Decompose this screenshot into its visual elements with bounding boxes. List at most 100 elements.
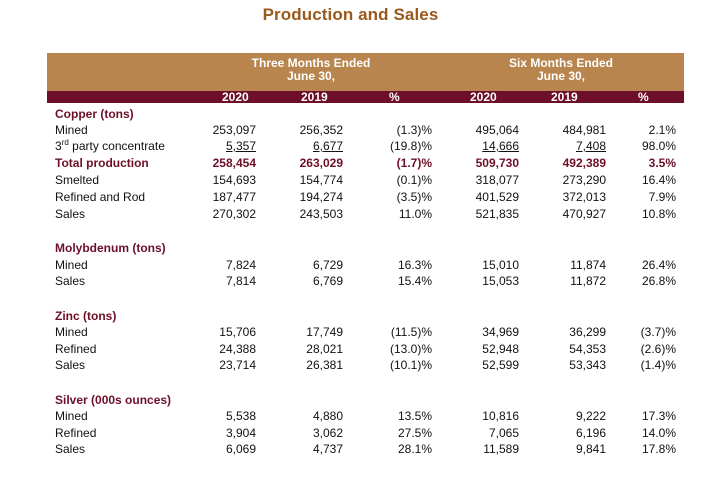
table-row: Refined 3,904 3,062 27.5% 7,065 6,196 14… [0, 425, 701, 441]
table-row: Sales 7,814 6,769 15.4% 15,053 11,872 26… [0, 273, 701, 289]
cell-3m-pct: (3.5)% [396, 190, 432, 204]
row-label: Mined [55, 409, 88, 423]
cell-6m-2019: 11,874 [570, 258, 606, 272]
cell-3m-pct: (1.3)% [396, 123, 432, 137]
cell-6m-2019: 54,353 [569, 342, 606, 356]
cell-3m-pct: 15.4% [397, 274, 432, 288]
cell-3m-2019: 6,677 [312, 139, 343, 153]
table-row-total: Total production 258,454 263,029 (1.7)% … [0, 155, 701, 171]
cell-3m-pct: (10.1)% [389, 358, 432, 372]
cell-3m-2019: 4,737 [312, 442, 343, 456]
cell-6m-2019: 53,343 [569, 358, 606, 372]
cell-3m-pct: (0.1)% [396, 173, 432, 187]
row-label: Mined [55, 258, 88, 272]
table-row: Mined 15,706 17,749 (11.5)% 34,969 36,29… [0, 324, 701, 340]
page-title: Production and Sales [262, 5, 439, 24]
cell-3m-2020: 5,357 [225, 139, 256, 153]
table-row: Refined 24,388 28,021 (13.0)% 52,948 54,… [0, 341, 701, 357]
cell-6m-2019: 7,408 [575, 139, 606, 153]
cell-3m-2020: 23,714 [219, 358, 256, 372]
cell-6m-pct: 26.4% [641, 258, 676, 272]
cell-6m-2019: 372,013 [562, 190, 606, 204]
cell-3m-pct: (11.5)% [390, 325, 432, 339]
cell-3m-pct: 11.0% [398, 207, 432, 221]
cell-3m-2019: 154,774 [299, 173, 343, 187]
six-months-header: Six Months Ended June 30, [486, 57, 636, 83]
table-header-band [47, 53, 684, 91]
cell-3m-pct: 28.1% [397, 442, 432, 456]
table-row: Sales 6,069 4,737 28.1% 11,589 9,841 17.… [0, 441, 701, 457]
cell-3m-2019: 263,029 [299, 156, 343, 170]
cell-3m-2020: 258,454 [212, 156, 256, 170]
year-header-3m-2020: 2020 [222, 90, 249, 104]
cell-3m-2020: 6,069 [225, 442, 256, 456]
cell-3m-pct: 13.5% [397, 409, 432, 423]
cell-6m-2020: 509,730 [475, 156, 519, 170]
cell-6m-2020: 7,065 [488, 426, 519, 440]
row-label: Refined and Rod [55, 190, 146, 204]
cell-3m-2019: 3,062 [312, 426, 343, 440]
cell-6m-2020: 521,835 [475, 207, 519, 221]
cell-6m-2020: 11,589 [483, 442, 519, 456]
cell-3m-2019: 256,352 [299, 123, 343, 137]
cell-3m-pct: 27.5% [397, 426, 432, 440]
section-title-row: Zinc (tons) [0, 308, 701, 324]
six-months-header-line1: Six Months Ended [508, 56, 613, 70]
row-label-sup: rd [61, 138, 69, 147]
row-label: Sales [55, 358, 86, 372]
cell-3m-pct: (1.7)% [396, 156, 432, 170]
cell-6m-pct: (1.4)% [640, 358, 676, 372]
cell-6m-2019: 484,981 [562, 123, 606, 137]
cell-6m-2020: 318,077 [475, 173, 519, 187]
table-year-bar [47, 91, 684, 103]
row-label-rest: party concentrate [68, 139, 165, 153]
section-title-copper: Copper (tons) [55, 107, 134, 121]
year-header-6m-2020: 2020 [470, 90, 497, 104]
cell-6m-2019: 36,299 [569, 325, 606, 339]
cell-6m-pct: (3.7)% [640, 325, 676, 339]
table-row: Refined and Rod 187,477 194,274 (3.5)% 4… [0, 189, 701, 205]
row-label: Smelted [55, 173, 100, 187]
row-label-prefix: 3 [55, 139, 62, 153]
pct-header-6m: % [638, 90, 649, 104]
cell-6m-2019: 9,222 [575, 409, 606, 423]
cell-6m-2020: 15,010 [482, 258, 519, 272]
row-label: Refined [55, 342, 97, 356]
cell-3m-2019: 6,729 [312, 258, 343, 272]
cell-3m-pct: (13.0)% [389, 342, 432, 356]
cell-6m-pct: 7.9% [648, 190, 676, 204]
year-header-3m-2019: 2019 [301, 90, 328, 104]
cell-6m-2020: 15,053 [482, 274, 519, 288]
cell-3m-2020: 7,814 [225, 274, 256, 288]
cell-6m-pct: (2.6)% [640, 342, 676, 356]
cell-6m-2019: 470,927 [562, 207, 606, 221]
cell-6m-pct: 14.0% [641, 426, 676, 440]
cell-6m-pct: 2.1% [648, 123, 676, 137]
cell-6m-2020: 401,529 [475, 190, 519, 204]
cell-6m-2020: 52,948 [482, 342, 519, 356]
three-months-header: Three Months Ended June 30, [236, 57, 386, 83]
cell-3m-2020: 7,824 [225, 258, 256, 272]
section-title-silver: Silver (000s ounces) [55, 393, 172, 407]
row-label: Mined [55, 123, 88, 137]
row-label: Mined [55, 325, 88, 339]
cell-6m-2020: 495,064 [475, 123, 519, 137]
cell-3m-2019: 17,749 [306, 325, 343, 339]
cell-3m-2019: 28,021 [306, 342, 343, 356]
cell-6m-2020: 10,816 [482, 409, 519, 423]
cell-3m-2020: 15,706 [219, 325, 256, 339]
table-row: Mined 7,824 6,729 16.3% 15,010 11,874 26… [0, 257, 701, 273]
row-label: Sales [55, 442, 86, 456]
cell-6m-2019: 11,872 [570, 274, 606, 288]
pct-header-3m: % [389, 90, 400, 104]
cell-3m-2020: 24,388 [219, 342, 256, 356]
table-row: Smelted 154,693 154,774 (0.1)% 318,077 2… [0, 172, 701, 188]
cell-3m-2020: 253,097 [212, 123, 256, 137]
cell-6m-2019: 6,196 [575, 426, 606, 440]
table-row: Mined 253,097 256,352 (1.3)% 495,064 484… [0, 122, 701, 138]
cell-6m-pct: 26.8% [641, 274, 676, 288]
cell-6m-2020: 52,599 [482, 358, 519, 372]
cell-3m-pct: (19.8)% [389, 139, 432, 153]
cell-6m-pct: 10.8% [641, 207, 676, 221]
cell-3m-2019: 243,503 [299, 207, 343, 221]
